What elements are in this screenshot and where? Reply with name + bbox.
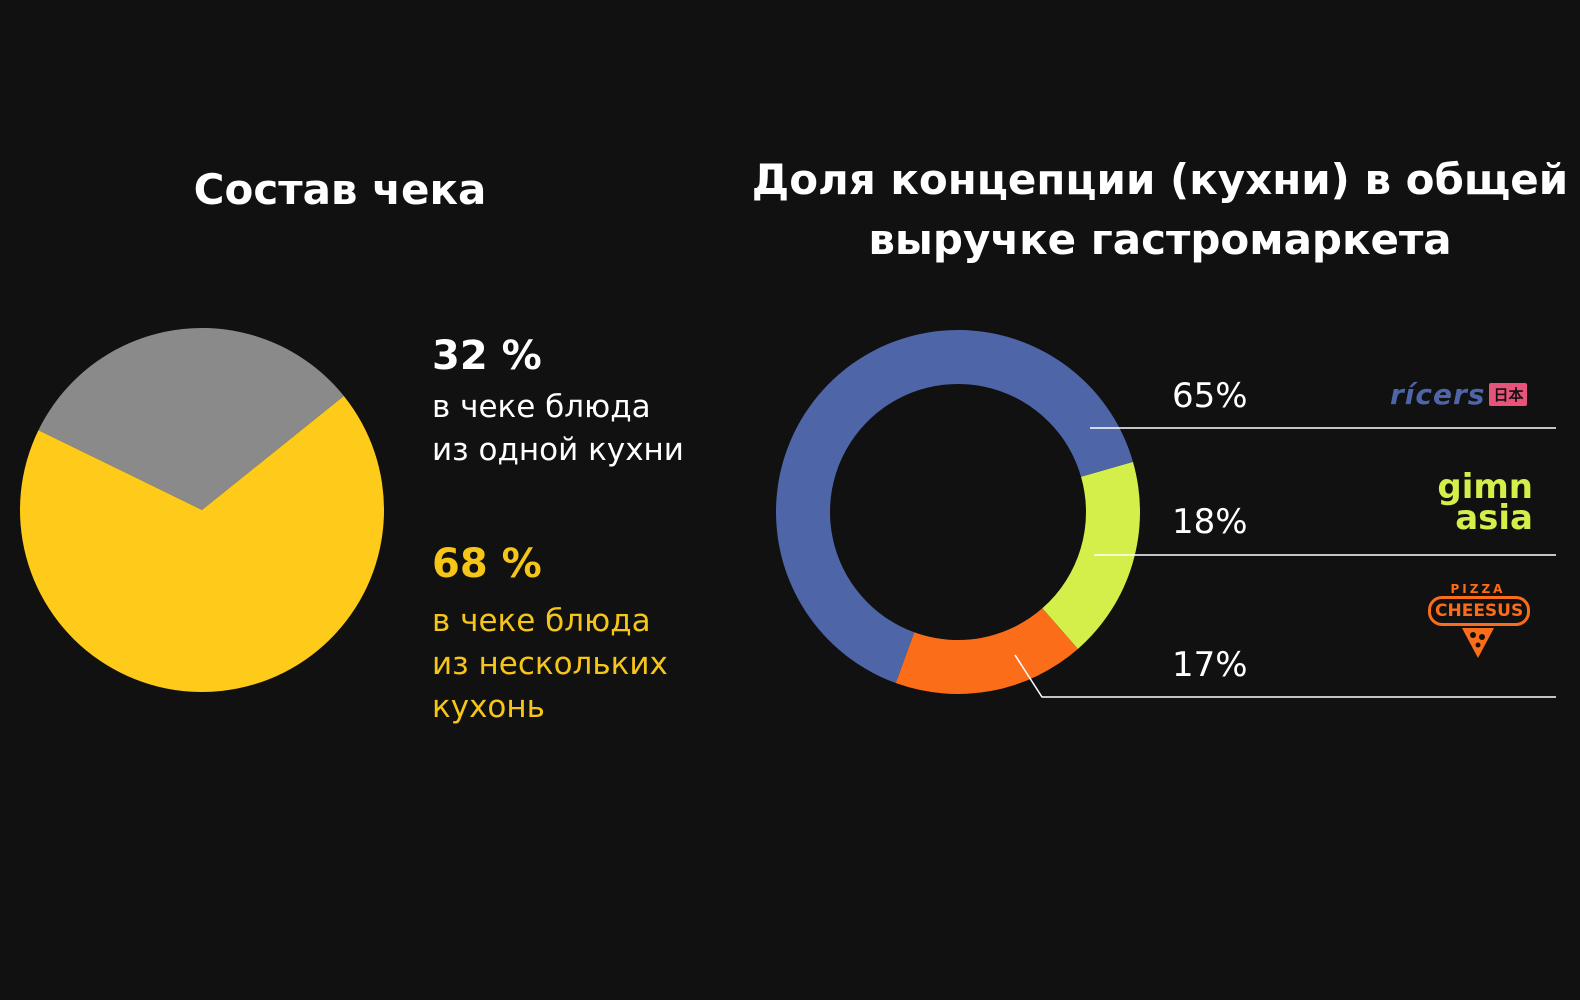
ricers-logo: rícers 日本 [1390,378,1528,411]
donut-segment-gimn-asia [1042,461,1140,649]
single-cuisine-block: 32 % в чеке блюда из одной кухни [432,330,684,472]
donut-segment-ricers [776,329,1133,684]
revenue-share-title-line2: выручке гастромаркета [868,215,1452,264]
gimn-share-label: 18% [1172,502,1248,542]
pie-slice-multi-cuisine [19,395,384,692]
ricers-logo-tag: 日本 [1489,383,1528,406]
gimn-asia-logo: gimn asia [1405,467,1533,538]
multi-cuisine-line3: кухонь [432,689,545,725]
composition-title: Состав чека [193,165,487,214]
revenue-share-donut-chart [776,329,1140,694]
revenue-share-title-line1: Доля концепции (кухни) в общей [751,155,1569,204]
gimn-logo-line1: gimn [1437,467,1533,507]
donut-segment-cheesus [895,608,1078,694]
ricers-share-label: 65% [1172,376,1248,416]
cheesus-logo: PIZZA CHEESUS [1428,582,1531,660]
pizza-slice-icon [1462,628,1494,658]
cheesus-logo-top: PIZZA [1450,582,1506,596]
single-cuisine-percent: 32 % [432,333,542,379]
single-cuisine-line2: из одной кухни [432,432,684,468]
cheesus-share-label: 17% [1172,645,1248,685]
ricers-logo-text: rícers [1390,378,1486,411]
cheesus-logo-badge: CHEESUS [1428,596,1531,626]
multi-cuisine-percent: 68 % [432,541,542,587]
multi-cuisine-line1: в чеке блюда [432,603,651,639]
gimn-logo-line2: asia [1455,498,1533,538]
cheesus-logo-name: CHEESUS [1435,601,1524,621]
pie-slice-single-cuisine [38,328,344,510]
multi-cuisine-line2: из нескольких [432,646,668,682]
single-cuisine-line1: в чеке блюда [432,389,651,425]
multi-cuisine-block: 68 % в чеке блюда из нескольких кухонь [432,538,668,729]
composition-pie-chart [19,328,384,692]
revenue-share-title: Доля концепции (кухни) в общей выручке г… [740,150,1580,270]
